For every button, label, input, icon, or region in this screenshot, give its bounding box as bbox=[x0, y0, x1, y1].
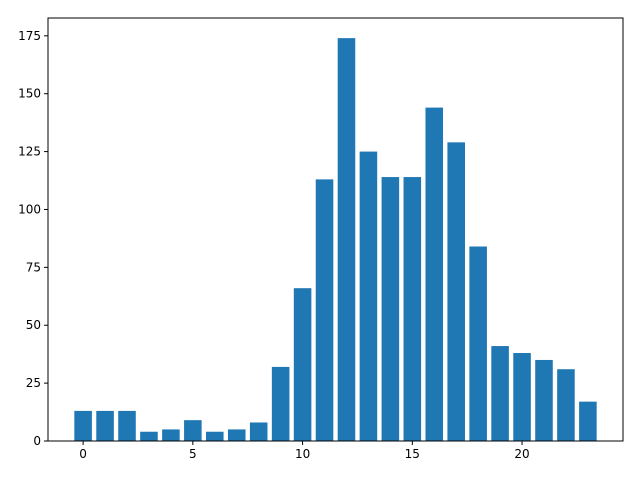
bar-0 bbox=[74, 410, 92, 441]
x-tick-label: 10 bbox=[295, 447, 310, 461]
bar-15 bbox=[403, 177, 422, 441]
bar-21 bbox=[535, 359, 553, 441]
bar-11 bbox=[315, 179, 334, 441]
y-tick-label: 100 bbox=[18, 202, 41, 216]
x-tick-label: 15 bbox=[405, 447, 420, 461]
x-tick-label: 0 bbox=[79, 447, 87, 461]
y-axis: 0 25 50 75 100 125 150 175 bbox=[18, 29, 48, 448]
x-tick-label: 5 bbox=[189, 447, 197, 461]
y-tick-label: 175 bbox=[18, 29, 41, 43]
y-tick-label: 125 bbox=[18, 145, 41, 159]
bar-23 bbox=[579, 401, 597, 441]
bar-series bbox=[74, 38, 597, 442]
bar-4 bbox=[162, 429, 180, 441]
bar-14 bbox=[381, 177, 400, 441]
y-tick-label: 0 bbox=[33, 434, 41, 448]
bar-7 bbox=[227, 429, 246, 441]
y-tick-label: 150 bbox=[18, 87, 41, 101]
y-tick-label: 50 bbox=[26, 318, 41, 332]
bar-13 bbox=[359, 151, 378, 441]
bar-17 bbox=[447, 142, 465, 441]
bar-5 bbox=[184, 420, 202, 441]
bar-2 bbox=[118, 410, 136, 441]
x-axis: 0 5 10 15 20 bbox=[79, 441, 530, 461]
x-tick-label: 20 bbox=[514, 447, 529, 461]
bar-10 bbox=[293, 288, 312, 441]
bar-18 bbox=[469, 246, 487, 441]
bar-8 bbox=[249, 422, 268, 441]
y-tick-label: 75 bbox=[26, 260, 41, 274]
y-tick-label: 25 bbox=[26, 376, 41, 390]
bar-12 bbox=[337, 38, 356, 442]
bar-22 bbox=[557, 369, 575, 441]
bar-16 bbox=[425, 107, 444, 441]
plot-frame bbox=[47, 17, 624, 442]
bar-20 bbox=[513, 353, 531, 441]
bar-9 bbox=[271, 366, 290, 441]
bar-6 bbox=[206, 431, 224, 441]
bar-19 bbox=[491, 346, 509, 441]
bar-3 bbox=[140, 431, 158, 441]
bar-1 bbox=[96, 410, 114, 441]
